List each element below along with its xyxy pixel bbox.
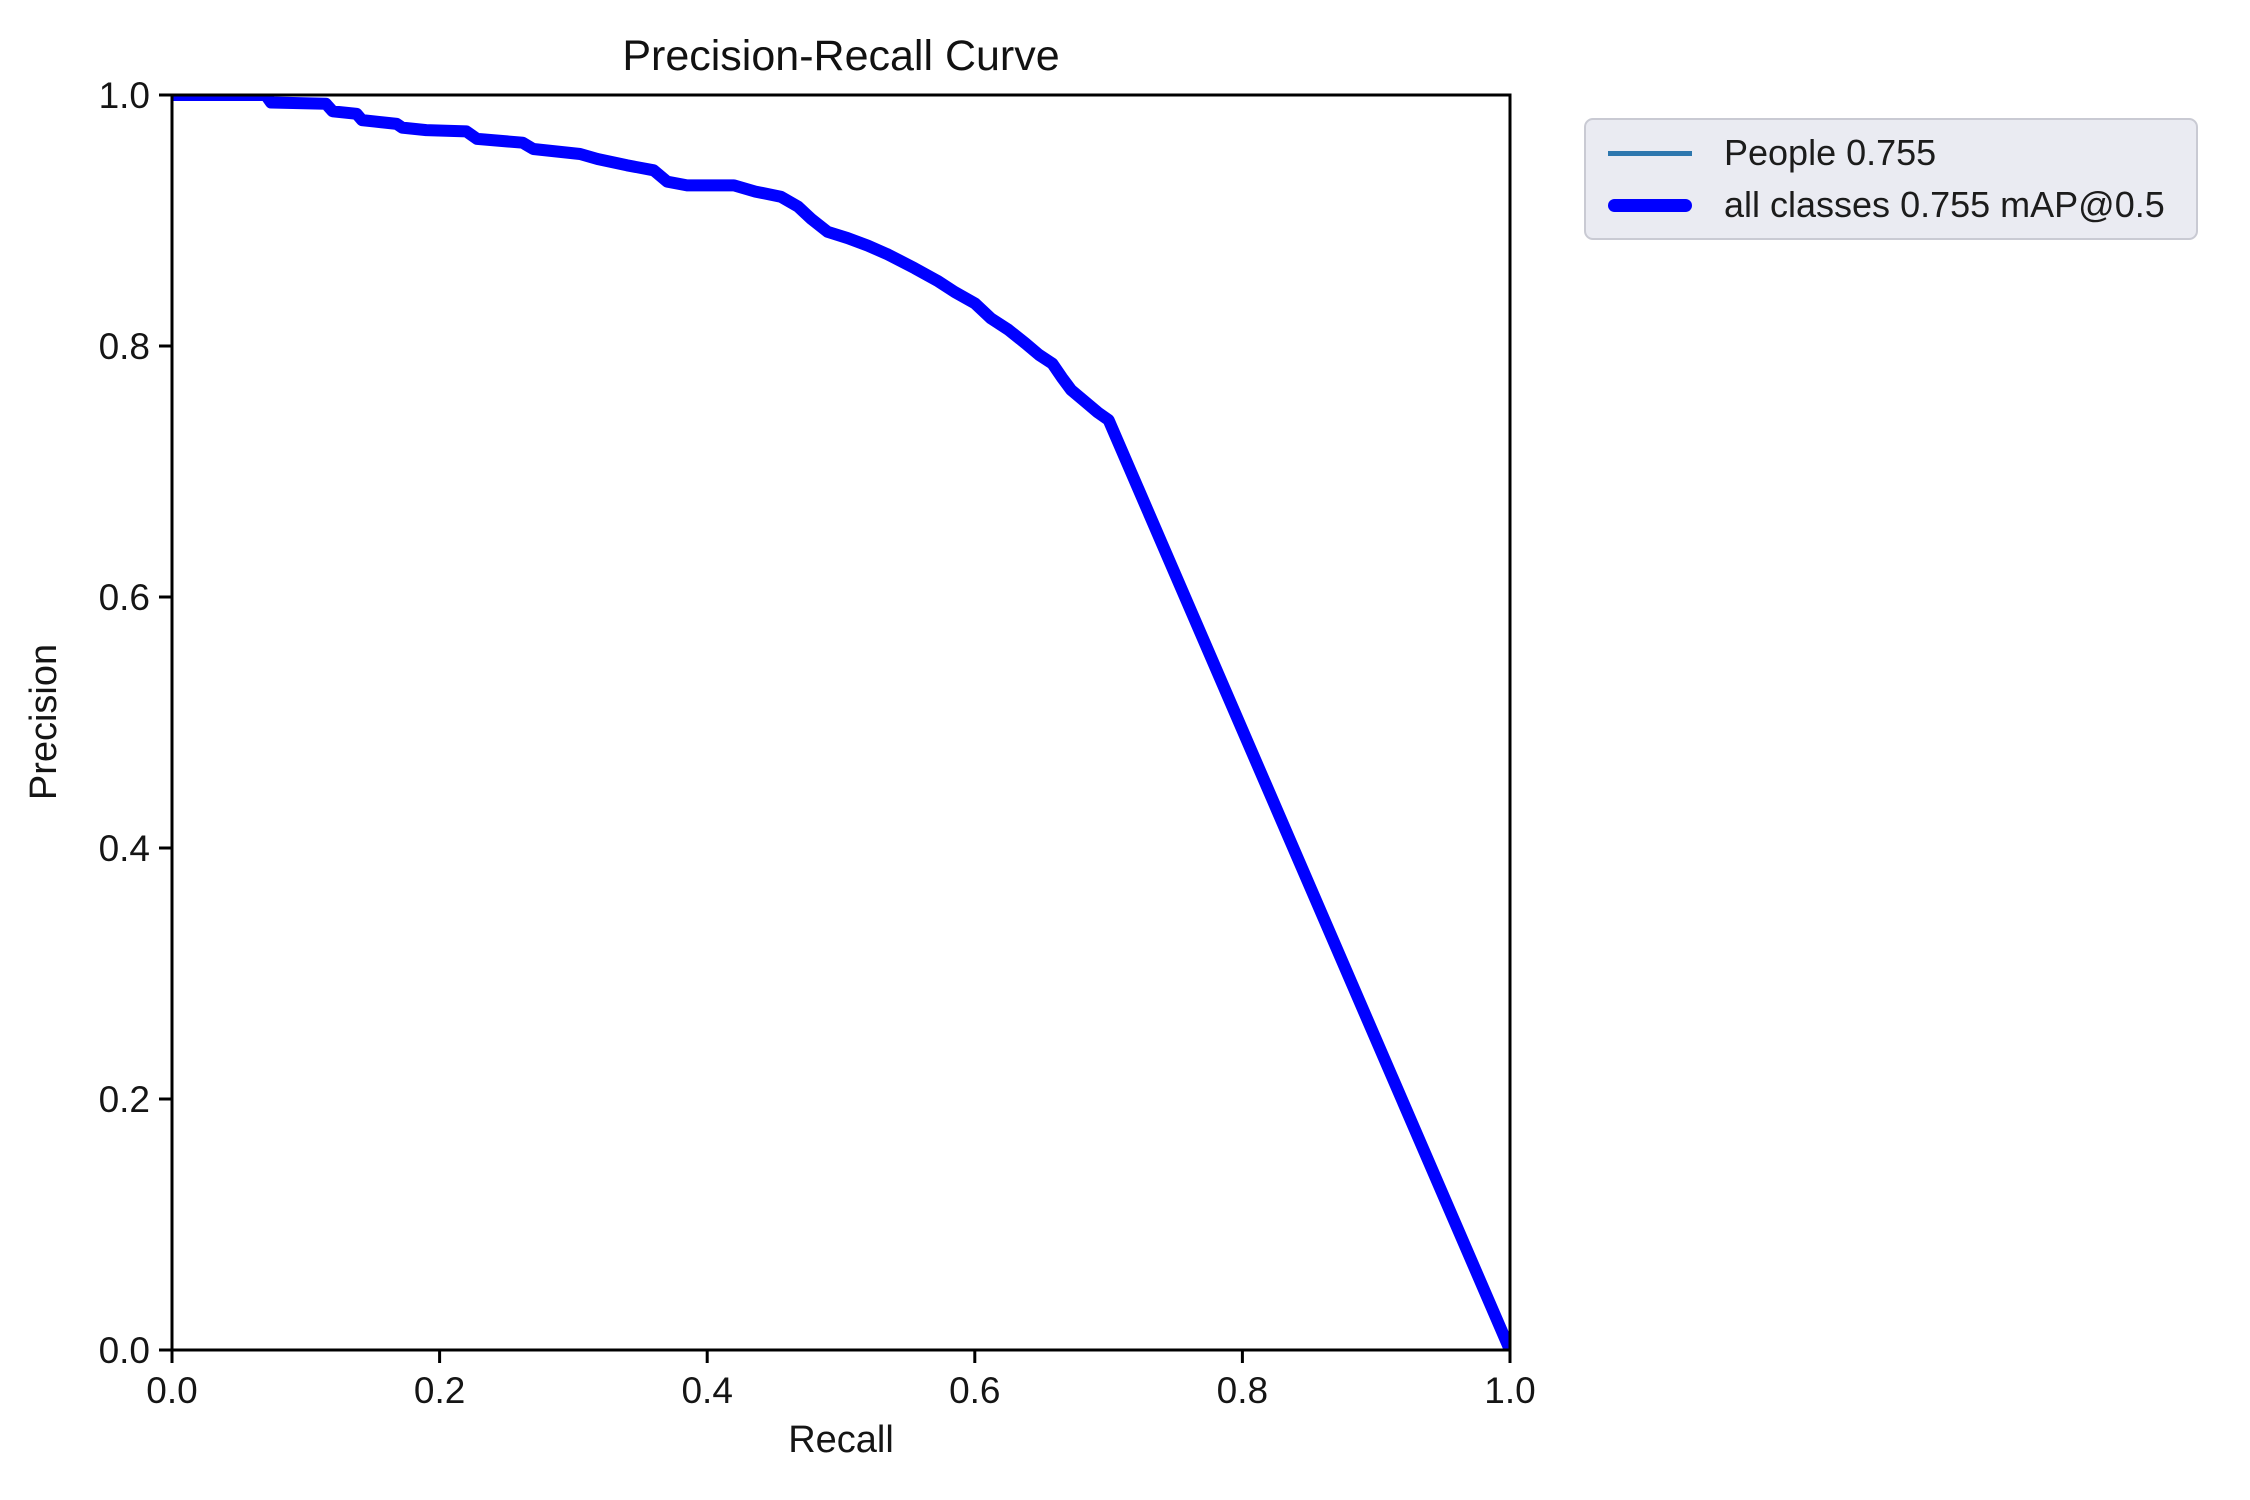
chart-title: Precision-Recall Curve bbox=[622, 32, 1059, 80]
plot-border bbox=[170, 93, 1512, 1352]
y-axis-ticks: 0.0 0.2 0.4 0.6 0.8 1.0 bbox=[99, 75, 172, 1371]
x-tick-label: 0.0 bbox=[146, 1370, 197, 1411]
legend-item-people: People 0.755 bbox=[1608, 135, 2174, 171]
y-tick-label: 0.0 bbox=[99, 1330, 150, 1371]
x-tick-label: 1.0 bbox=[1484, 1370, 1535, 1411]
y-tick-label: 0.4 bbox=[99, 828, 150, 869]
legend-label-all-classes: all classes 0.755 mAP@0.5 bbox=[1724, 184, 2165, 225]
x-tick-label: 0.6 bbox=[949, 1370, 1000, 1411]
y-axis-label: Precision bbox=[23, 644, 65, 800]
x-tick-label: 0.4 bbox=[681, 1370, 732, 1411]
legend-label-people: People 0.755 bbox=[1724, 132, 1937, 173]
legend-item-all-classes: all classes 0.755 mAP@0.5 bbox=[1608, 187, 2174, 223]
x-tick-label: 0.2 bbox=[414, 1370, 465, 1411]
legend-line-sample-people bbox=[1608, 150, 1692, 156]
series-line-all-classes bbox=[172, 95, 1510, 1350]
y-tick-label: 0.8 bbox=[99, 326, 150, 367]
x-tick-label: 0.8 bbox=[1217, 1370, 1268, 1411]
x-axis-ticks: 0.0 0.2 0.4 0.6 0.8 1.0 bbox=[146, 1350, 1536, 1411]
series-line-people bbox=[172, 95, 1510, 1350]
legend-line-sample-all-classes bbox=[1608, 198, 1692, 212]
y-tick-label: 1.0 bbox=[99, 75, 150, 116]
y-tick-label: 0.6 bbox=[99, 577, 150, 618]
legend: People 0.755 all classes 0.755 mAP@0.5 bbox=[1584, 118, 2198, 240]
x-axis-label: Recall bbox=[788, 1419, 894, 1461]
plot-series-layer bbox=[172, 95, 1510, 1350]
y-tick-label: 0.2 bbox=[99, 1079, 150, 1120]
